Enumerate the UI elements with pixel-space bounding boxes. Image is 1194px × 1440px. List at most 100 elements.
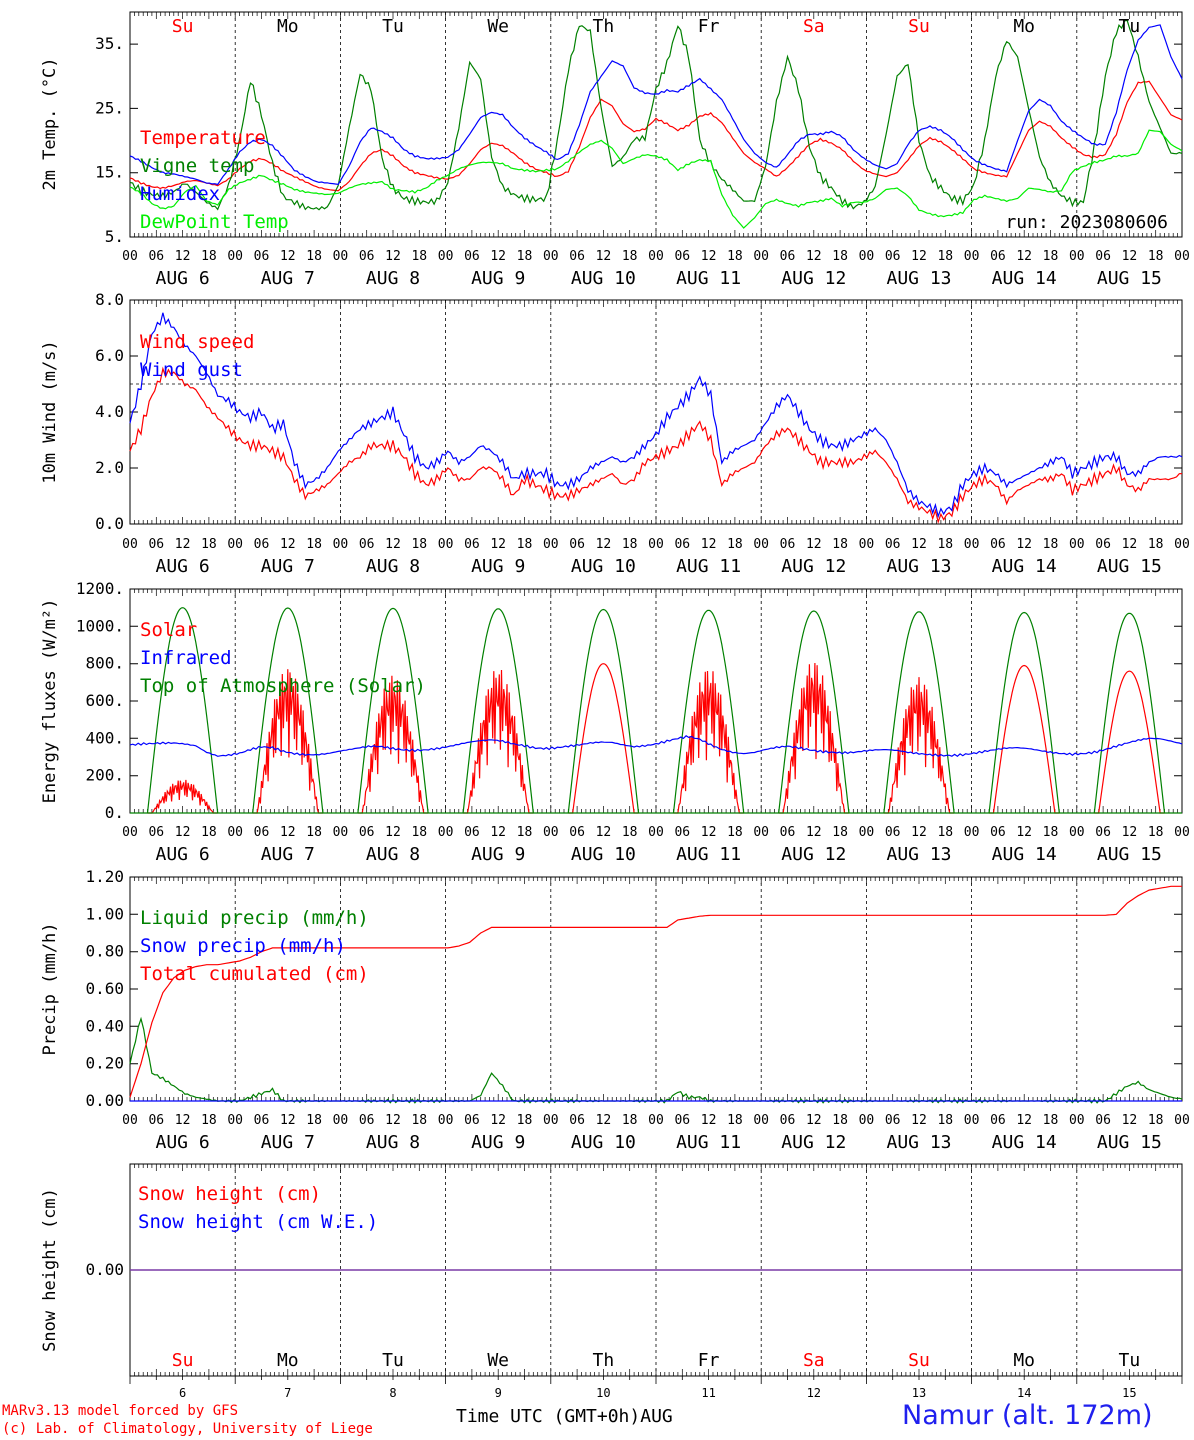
hour-tick-0-8-2: 12 xyxy=(1016,249,1032,264)
toa-solar-curve-2 xyxy=(357,607,429,814)
hour-tick-2-2-2: 12 xyxy=(385,825,401,840)
date-label-3-8: AUG 14 xyxy=(992,1132,1057,1153)
y-tick-label-1-2: 4.0 xyxy=(95,402,124,421)
hour-tick-3-0-3: 18 xyxy=(201,1113,217,1128)
hour-tick-3-5-2: 12 xyxy=(701,1113,717,1128)
hour-tick-3-3-0: 00 xyxy=(438,1113,454,1128)
date-label-0-5: AUG 11 xyxy=(676,268,741,289)
toa-solar-curve-4 xyxy=(567,608,640,814)
hour-tick-0-2-0: 00 xyxy=(333,249,349,264)
hour-tick-2-0-3: 18 xyxy=(201,825,217,840)
series-line-0-1 xyxy=(129,19,1183,211)
hour-tick-3-8-0: 00 xyxy=(964,1113,980,1128)
hour-tick-1-8-0: 00 xyxy=(964,537,980,552)
bottom-axis-ticks xyxy=(129,1376,1183,1384)
hour-tick-1-3-1: 06 xyxy=(464,537,480,552)
toa-solar-curve-7 xyxy=(883,611,955,814)
date-label-2-5: AUG 11 xyxy=(676,844,741,865)
solar-curve-0 xyxy=(147,779,218,814)
hour-tick-1-3-2: 12 xyxy=(490,537,506,552)
hour-tick-2-0-0: 00 xyxy=(122,825,138,840)
y-axis-title-1: 10m Wind (m/s) xyxy=(40,340,60,483)
y-tick-label-3-6: 1.20 xyxy=(85,867,124,886)
date-label-2-4: AUG 10 xyxy=(571,844,636,865)
hour-tick-1-7-3: 18 xyxy=(937,537,953,552)
legend-entry-3-0: Liquid precip (mm/h) xyxy=(140,907,369,929)
date-label-3-4: AUG 10 xyxy=(571,1132,636,1153)
toa-solar-curve-8 xyxy=(988,611,1060,814)
y-tick-label-1-3: 6.0 xyxy=(95,346,124,365)
date-label-0-8: AUG 14 xyxy=(992,268,1057,289)
date-label-0-0: AUG 6 xyxy=(156,268,210,289)
hour-tick-1-1-2: 12 xyxy=(280,537,296,552)
hour-tick-3-4-0: 00 xyxy=(543,1113,559,1128)
hour-tick-0-7-2: 12 xyxy=(911,249,927,264)
y-tick-label-0-2: 25. xyxy=(95,98,124,117)
date-label-3-5: AUG 11 xyxy=(676,1132,741,1153)
hour-tick-2-1-3: 18 xyxy=(306,825,322,840)
day-number-4: 10 xyxy=(596,1386,610,1400)
solar-curve-5 xyxy=(673,670,744,814)
hour-tick-0-4-1: 06 xyxy=(569,249,585,264)
hour-tick-1-4-1: 06 xyxy=(569,537,585,552)
day-label-days-4-9: Tu xyxy=(1119,1350,1141,1371)
hour-tick-1-5-2: 12 xyxy=(701,537,717,552)
series-line-3-0 xyxy=(129,1016,1183,1104)
hour-tick-2-3-0: 00 xyxy=(438,825,454,840)
day-number-9: 15 xyxy=(1122,1386,1136,1400)
y-tick-label-1-4: 8.0 xyxy=(95,290,124,309)
hour-tick-3-5-3: 18 xyxy=(727,1113,743,1128)
hour-tick-3-4-3: 18 xyxy=(622,1113,638,1128)
hour-tick-3-6-3: 18 xyxy=(832,1113,848,1128)
series-line-3-2 xyxy=(129,885,1182,1098)
solar-curve-3 xyxy=(463,669,534,814)
date-label-3-0: AUG 6 xyxy=(156,1132,210,1153)
hour-tick-3-9-3: 18 xyxy=(1148,1113,1164,1128)
hour-tick-3-1-0: 00 xyxy=(227,1113,243,1128)
hour-tick-0-0-3: 18 xyxy=(201,249,217,264)
day-number-0: 6 xyxy=(179,1386,186,1400)
hour-tick-1-2-0: 00 xyxy=(333,537,349,552)
x-axis-title: Time UTC (GMT+0h)AUG xyxy=(456,1406,673,1427)
hour-tick-2-7-0: 00 xyxy=(859,825,875,840)
hour-tick-2-8-1: 06 xyxy=(990,825,1006,840)
hour-tick-3-9-0: 00 xyxy=(1069,1113,1085,1128)
hour-tick-3-2-2: 12 xyxy=(385,1113,401,1128)
hour-tick-3-3-2: 12 xyxy=(490,1113,506,1128)
x-minor-ticks-0 xyxy=(129,12,1183,237)
toa-solar-curve-5 xyxy=(672,609,745,814)
hour-tick-2-5-2: 12 xyxy=(701,825,717,840)
y-tick-label-2-3: 600. xyxy=(85,691,124,710)
date-label-2-3: AUG 9 xyxy=(471,844,525,865)
toa-solar-curve-6 xyxy=(778,610,850,814)
hour-tick-last-2: 00 xyxy=(1174,825,1190,840)
hour-tick-1-9-3: 18 xyxy=(1148,537,1164,552)
y-tick-label-4-0: 0.00 xyxy=(85,1260,124,1279)
hour-tick-3-2-3: 18 xyxy=(411,1113,427,1128)
date-label-1-4: AUG 10 xyxy=(571,556,636,577)
hour-tick-2-9-3: 18 xyxy=(1148,825,1164,840)
hour-tick-3-4-2: 12 xyxy=(596,1113,612,1128)
y-major-ticks-0 xyxy=(130,43,1182,238)
hour-tick-3-0-1: 06 xyxy=(148,1113,164,1128)
day-number-6: 12 xyxy=(807,1386,821,1400)
hour-tick-0-4-0: 00 xyxy=(543,249,559,264)
hour-tick-1-2-3: 18 xyxy=(411,537,427,552)
series-line-0-2 xyxy=(129,24,1183,186)
hour-tick-1-7-0: 00 xyxy=(859,537,875,552)
y-tick-label-3-3: 0.60 xyxy=(85,979,124,998)
hour-tick-1-7-2: 12 xyxy=(911,537,927,552)
hour-tick-3-5-1: 06 xyxy=(674,1113,690,1128)
hour-tick-2-4-3: 18 xyxy=(622,825,638,840)
hour-tick-0-2-1: 06 xyxy=(359,249,375,264)
hour-tick-3-6-2: 12 xyxy=(806,1113,822,1128)
legend-entry-0-3: DewPoint Temp xyxy=(140,211,289,233)
date-label-3-6: AUG 12 xyxy=(781,1132,846,1153)
hour-tick-0-3-2: 12 xyxy=(490,249,506,264)
y-tick-label-2-1: 200. xyxy=(85,766,124,785)
y-tick-label-0-0: 5. xyxy=(105,227,124,246)
day-label-days-0-6: Sa xyxy=(803,16,825,37)
y-tick-label-1-1: 2.0 xyxy=(95,458,124,477)
solar-curve-4 xyxy=(568,663,639,814)
solar-curve-6 xyxy=(778,662,849,814)
